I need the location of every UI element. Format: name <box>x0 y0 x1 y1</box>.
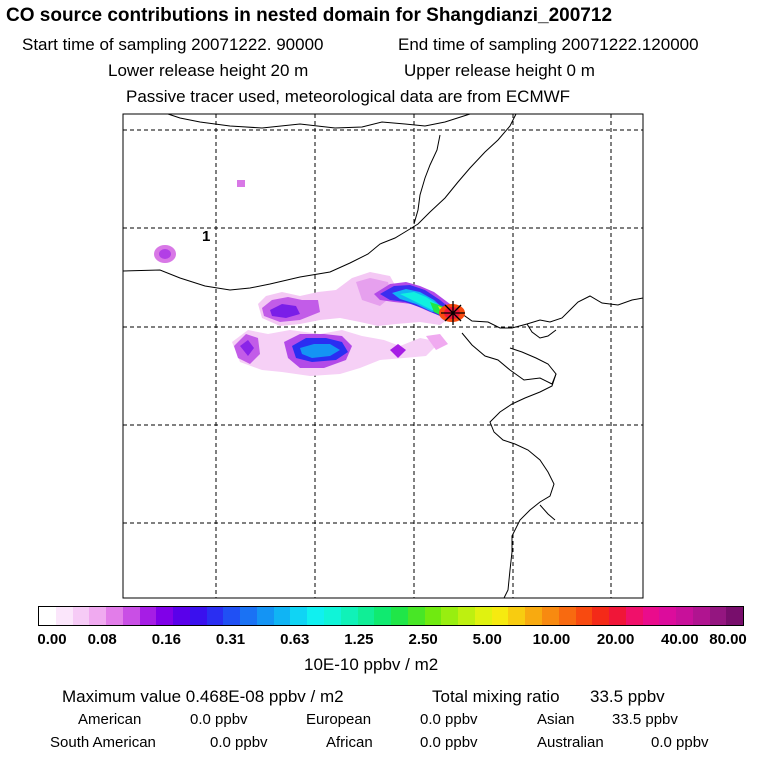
colorbar-swatch <box>307 607 325 625</box>
region-value-south-american: 0.0 ppbv <box>210 734 268 751</box>
colorbar-tick-label: 2.50 <box>408 631 438 648</box>
colorbar-swatch <box>206 607 224 625</box>
colorbar-swatch <box>541 607 559 625</box>
colorbar-swatch <box>424 607 442 625</box>
map-canvas: 1 <box>122 113 644 599</box>
colorbar-swatch <box>575 607 593 625</box>
tracer-note: Passive tracer used, meteorological data… <box>126 87 571 106</box>
grid-label: 1 <box>202 228 210 245</box>
colorbar-swatch <box>659 607 677 625</box>
coastlines <box>122 113 644 599</box>
colorbar-swatch <box>558 607 576 625</box>
colorbar-tick-label: 20.00 <box>596 631 635 648</box>
colorbar-swatch <box>609 607 626 625</box>
colorbar-swatch <box>340 607 358 625</box>
total-mixing-ratio-label: Total mixing ratio <box>432 687 560 706</box>
colorbar-swatch <box>726 607 744 625</box>
maximum-value-label: Maximum value 0.468E-08 ppbv / m2 <box>62 687 344 706</box>
lower-release-height-label: Lower release height 20 m <box>108 61 309 80</box>
end-time-label: End time of sampling 20071222.120000 <box>398 35 699 54</box>
region-name-african: African <box>326 734 373 751</box>
region-value-asian: 33.5 ppbv <box>612 711 678 728</box>
colorbar-swatch <box>106 607 123 625</box>
colorbar-swatch <box>173 607 190 625</box>
colorbar-swatch <box>156 607 174 625</box>
colorbar-tick-label: 0.00 <box>37 631 67 648</box>
colorbar-swatch <box>391 607 408 625</box>
colorbar-swatch <box>441 607 459 625</box>
colorbar-swatch <box>592 607 610 625</box>
colorbar-tick-label: 10.00 <box>532 631 571 648</box>
colorbar-tick-label: 5.00 <box>472 631 502 648</box>
colorbar-swatch <box>290 607 308 625</box>
colorbar-tick-label: 40.00 <box>661 631 699 648</box>
colorbar-tick-label: 0.08 <box>87 631 117 648</box>
upper-release-height-label: Upper release height 0 m <box>404 61 595 80</box>
colorbar-tick-label: 0.63 <box>280 631 310 648</box>
colorbar-swatch <box>189 607 207 625</box>
colorbar-tick-label: 0.16 <box>151 631 181 648</box>
start-time-label: Start time of sampling 20071222. 90000 <box>22 35 324 54</box>
colorbar-swatch <box>324 607 341 625</box>
region-name-european: European <box>306 711 372 728</box>
colorbar-swatch <box>55 607 73 625</box>
colorbar-swatch <box>89 607 107 625</box>
colorbar-swatch <box>256 607 274 625</box>
region-name-australian: Australian <box>537 734 604 751</box>
colorbar-swatch <box>273 607 291 625</box>
plot-title: CO source contributions in nested domain… <box>6 5 613 26</box>
colorbar-swatch <box>374 607 392 625</box>
colorbar-swatch <box>72 607 90 625</box>
colorbar-swatch <box>223 607 241 625</box>
colorbar-swatch <box>491 607 509 625</box>
colorbar-swatch <box>474 607 492 625</box>
colorbar-swatch <box>709 607 727 625</box>
region-value-american: 0.0 ppbv <box>190 711 248 728</box>
colorbar-swatch <box>39 607 56 625</box>
colorbar-swatch <box>357 607 375 625</box>
colorbar <box>38 606 744 626</box>
colorbar-tick-label: 80.00 <box>709 631 747 648</box>
colorbar-swatch <box>676 607 693 625</box>
colorbar-swatch <box>692 607 710 625</box>
colorbar-swatch <box>625 607 643 625</box>
colorbar-swatch <box>525 607 542 625</box>
total-mixing-ratio-value: 33.5 ppbv <box>590 687 665 706</box>
colorbar-swatch <box>122 607 140 625</box>
concentration-field <box>154 180 465 376</box>
region-name-south-american: South American <box>50 734 156 751</box>
region-name-american: American <box>78 711 142 728</box>
colorbar-units: 10E-10 ppbv / m2 <box>304 655 439 674</box>
colorbar-swatch <box>508 607 526 625</box>
colorbar-swatch <box>240 607 257 625</box>
region-value-australian: 0.0 ppbv <box>651 734 709 751</box>
colorbar-swatch <box>139 607 157 625</box>
colorbar-tick-label: 0.31 <box>215 631 246 648</box>
colorbar-swatch <box>642 607 660 625</box>
colorbar-swatch <box>407 607 425 625</box>
colorbar-tick-label: 1.25 <box>344 631 374 648</box>
region-value-african: 0.0 ppbv <box>420 734 478 751</box>
receptor-star-marker <box>441 301 465 325</box>
region-name-asian: Asian <box>537 711 575 728</box>
colorbar-swatch <box>458 607 475 625</box>
region-value-european: 0.0 ppbv <box>420 711 478 728</box>
